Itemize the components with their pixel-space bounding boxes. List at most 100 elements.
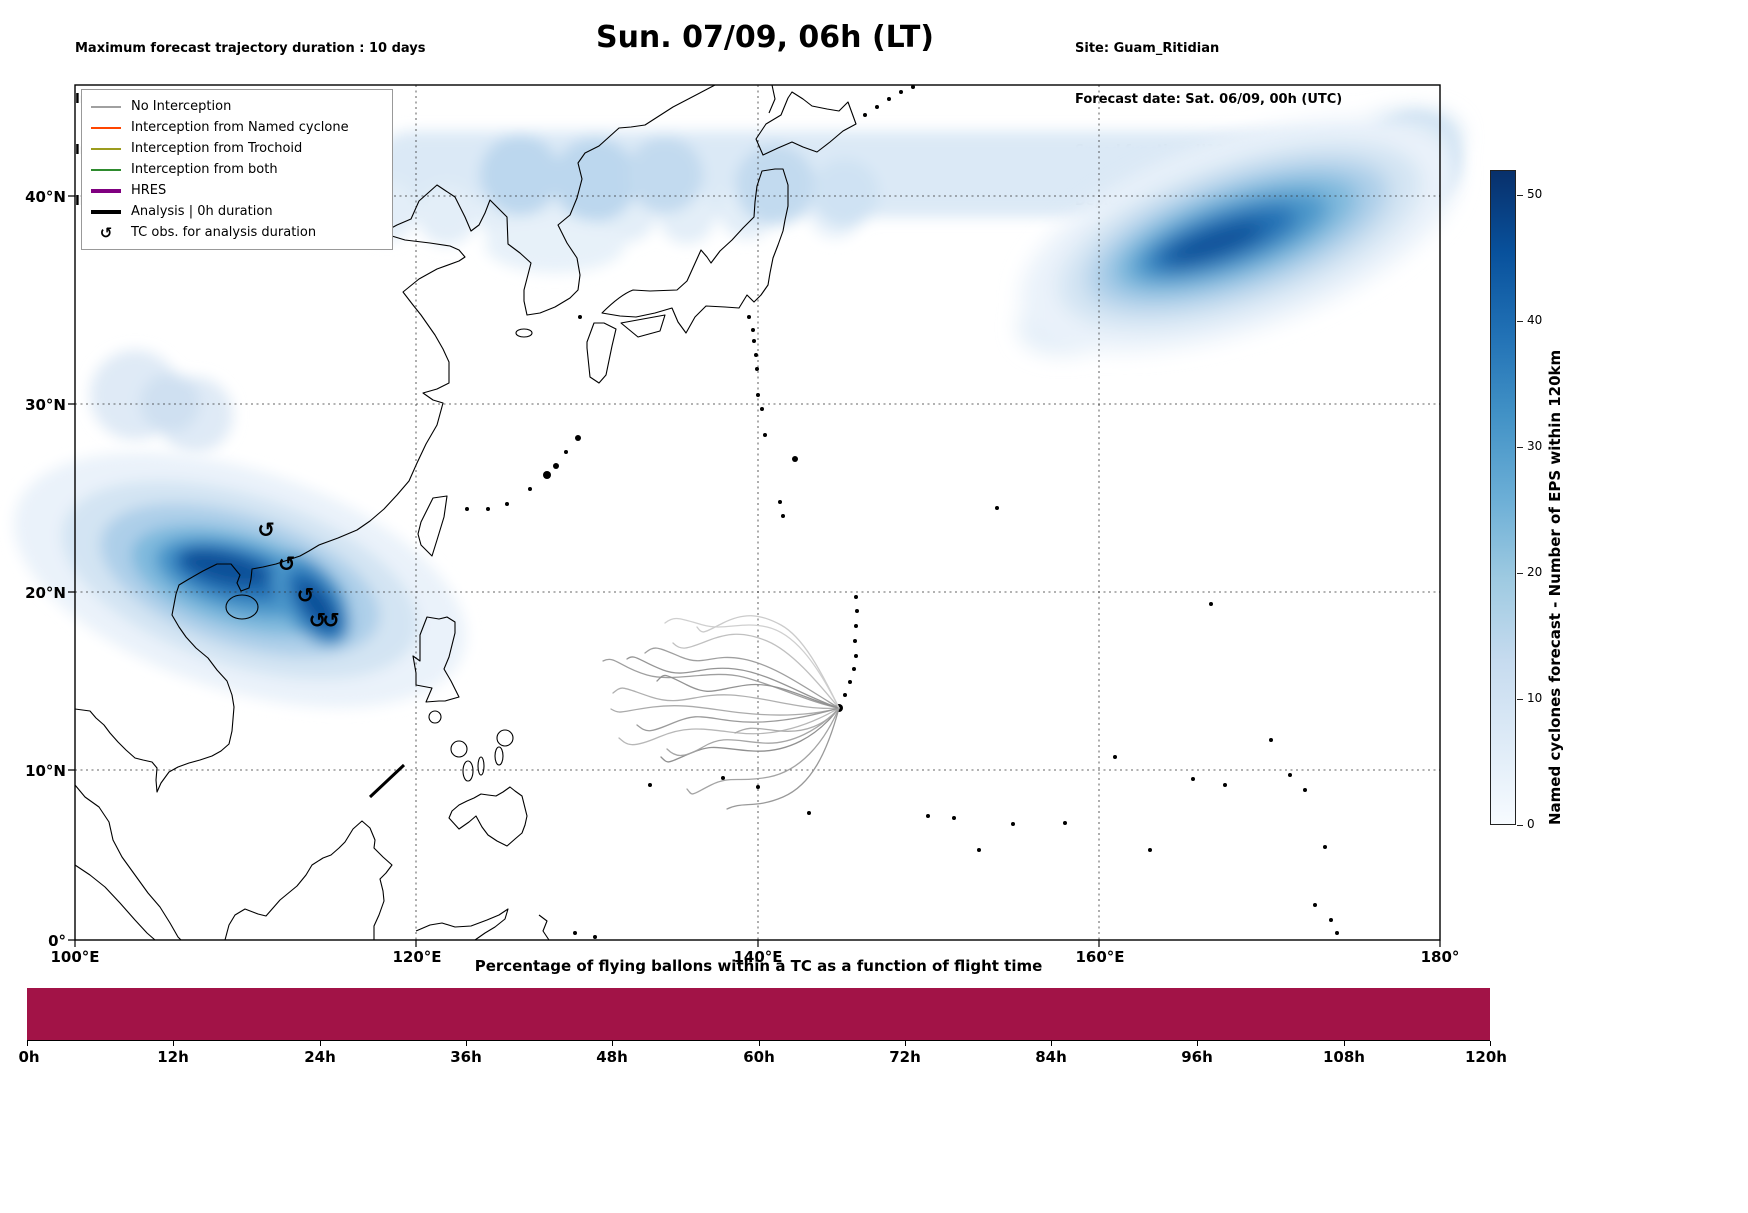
legend-label: Analysis | 0h duration [131, 204, 273, 219]
colorbar-gradient [1490, 170, 1516, 825]
density-heatmap-layer [13, 108, 1462, 708]
config-line: Maximum forecast trajectory duration : 1… [75, 41, 426, 56]
coast-palawan [368, 763, 406, 799]
tc-percentage-bar [27, 988, 1490, 1040]
y-tick-label: 20°N [25, 584, 66, 602]
cyclone-symbol-icon: ↺ [99, 223, 113, 242]
coast-cebu [477, 756, 485, 776]
x-tick-label: 120°E [392, 948, 442, 966]
legend-item-no-interception: No Interception [91, 96, 382, 117]
coast-honshu [601, 168, 789, 334]
site-line: Site: Guam_Ritidian [1075, 41, 1220, 56]
coast-leyte [494, 746, 504, 766]
colorbar-tick-label: 20 [1527, 565, 1543, 579]
green-line-swatch [91, 168, 121, 171]
x-tick-label: 180° [1420, 948, 1460, 966]
coast-borneo [224, 820, 393, 941]
site-line: Forecast date: Sat. 06/09, 00h (UTC) [1075, 92, 1343, 107]
tc-observation-marker: ↺ [308, 608, 326, 632]
purple-line-swatch [91, 188, 121, 193]
hour-tickmark [1490, 1041, 1491, 1046]
legend-item-tc-obs: ↺ TC obs. for analysis duration [91, 222, 382, 243]
y-tick-label: 10°N [25, 762, 66, 780]
graticule-gridlines [75, 85, 1440, 940]
legend-item-named-cyclone: Interception from Named cyclone [91, 117, 382, 138]
hour-tickmark [759, 1041, 760, 1046]
x-tick-label: 160°E [1075, 948, 1125, 966]
legend-label: HRES [131, 183, 167, 198]
legend-item-analysis: Analysis | 0h duration [91, 201, 382, 222]
coast-panay [450, 740, 468, 758]
map-plot-area: ↺ ↺ ↺ ↺ ↺ No Interception Interception from … [13, 84, 1462, 947]
tc-observation-marker: ↺ [297, 584, 315, 608]
colorbar-tickmark [1517, 573, 1523, 574]
y-tick-label: 40°N [25, 188, 66, 206]
tc-observations-layer: ↺↺↺↺↺ [257, 518, 339, 633]
coast-mindanao [448, 786, 528, 847]
hour-tickmark [320, 1041, 321, 1046]
hour-tick-label: 108h [1323, 1048, 1365, 1066]
hour-tick-label: 120h [1465, 1048, 1507, 1066]
black-line-swatch [91, 209, 121, 214]
gray-line-swatch [91, 105, 121, 108]
hour-tickmark [612, 1041, 613, 1046]
tc-observation-marker: ↺ [278, 552, 296, 576]
colorbar-tick-label: 30 [1527, 439, 1543, 453]
y-tick-label: 0° [48, 932, 66, 950]
coast-sulawesi [415, 908, 509, 941]
hour-tick-label: 72h [889, 1048, 921, 1066]
hour-tickmark [1051, 1041, 1052, 1046]
tc-percentage-bar-track [27, 988, 1490, 1040]
coast-luzon [412, 616, 460, 703]
hour-tickmark [1197, 1041, 1198, 1046]
bottom-chart-title: Percentage of flying ballons within a TC… [474, 957, 1043, 975]
coast-asia-mainland [74, 84, 716, 793]
orangered-line-swatch [91, 126, 121, 129]
legend-item-hres: HRES [91, 180, 382, 201]
hour-tick-label: 36h [450, 1048, 482, 1066]
hour-tick-label: 12h [157, 1048, 189, 1066]
coast-sumatra [74, 864, 156, 941]
coast-mindoro [428, 710, 442, 724]
colorbar-tickmark [1517, 825, 1523, 826]
coast-shikoku [620, 314, 666, 338]
colorbar-tick-label: 40 [1527, 313, 1543, 327]
colorbar-axis-label: Named cyclones forecast - Number of EPS … [1546, 349, 1564, 825]
hour-tick-label: 0h [18, 1048, 40, 1066]
legend-item-trochoid: Interception from Trochoid [91, 138, 382, 159]
hour-tickmark [27, 1041, 28, 1046]
colorbar-tickmark [1517, 447, 1523, 448]
page-title: Sun. 07/09, 06h (LT) [595, 20, 935, 55]
coast-kyushu [586, 322, 617, 384]
hour-tick-label: 84h [1035, 1048, 1067, 1066]
colorbar-tick-label: 50 [1527, 187, 1543, 201]
coastlines-layer [74, 84, 857, 941]
coast-negros [462, 760, 474, 782]
legend-label: Interception from Trochoid [131, 141, 303, 156]
legend-label: Interception from both [131, 162, 278, 177]
hour-tickmark [466, 1041, 467, 1046]
bottom-chart-axis-line [27, 1040, 1490, 1041]
x-tick-label: 100°E [50, 948, 100, 966]
olive-line-swatch [91, 147, 121, 150]
hour-tickmark [905, 1041, 906, 1046]
coast-halmahera [538, 914, 550, 941]
legend-label: TC obs. for analysis duration [131, 225, 317, 240]
coast-taiwan [417, 495, 448, 557]
y-tick-label: 30°N [25, 396, 66, 414]
hour-tick-label: 48h [596, 1048, 628, 1066]
colorbar-tickmark [1517, 195, 1523, 196]
coast-malay-peninsula [74, 784, 182, 941]
colorbar-tickmark [1517, 321, 1523, 322]
hour-tick-label: 24h [304, 1048, 336, 1066]
trajectories-layer [602, 615, 840, 810]
y-axis-tickmarks [68, 195, 75, 941]
tc-observation-marker: ↺ [257, 518, 275, 542]
legend-label: No Interception [131, 99, 232, 114]
coast-jeju [515, 328, 533, 338]
legend-label: Interception from Named cyclone [131, 120, 349, 135]
legend-item-both: Interception from both [91, 159, 382, 180]
tc-observation-marker: ↺ [322, 608, 340, 632]
coast-sakhalin [768, 84, 776, 114]
